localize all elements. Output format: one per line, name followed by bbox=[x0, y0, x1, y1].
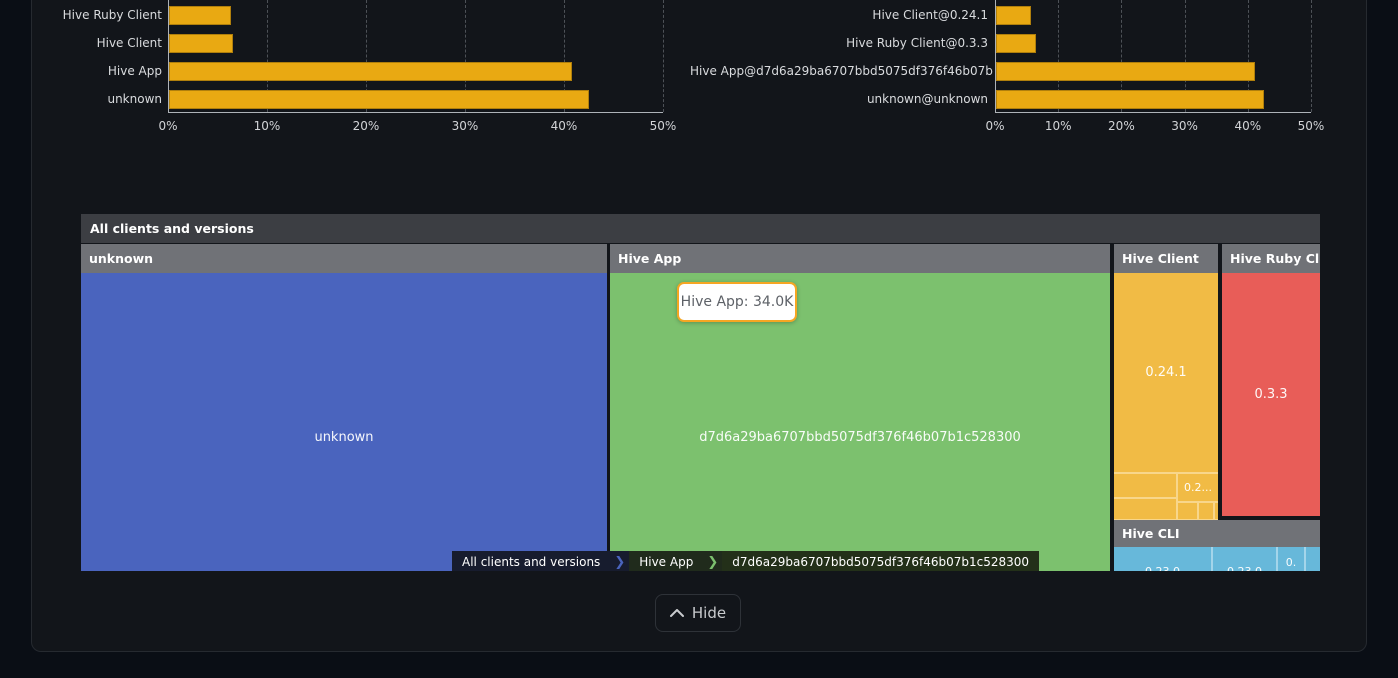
client-versions-bar-chart: 0% 10% 20% 30% 40% 50% Hive Client@0.24.1 Hive … bbox=[690, 0, 1335, 140]
treemap-box-0-23-0[interactable]: 0.23.0 bbox=[1114, 547, 1211, 571]
treemap-root-header[interactable]: All clients and versions bbox=[81, 214, 1320, 243]
x-tick-label: 20% bbox=[352, 119, 380, 133]
x-gridline bbox=[663, 0, 664, 112]
breadcrumb-item[interactable]: All clients and versions bbox=[452, 551, 611, 571]
x-tick-label: 0% bbox=[158, 119, 178, 133]
x-gridline bbox=[1311, 0, 1312, 112]
x-gridline bbox=[1121, 0, 1123, 112]
x-axis-line bbox=[168, 112, 663, 113]
treemap-section-header-hive-cli[interactable]: Hive CLI bbox=[1114, 520, 1320, 547]
treemap-box[interactable] bbox=[1199, 503, 1213, 519]
x-tick-label: 50% bbox=[649, 119, 677, 133]
x-tick-label: 50% bbox=[1297, 119, 1325, 133]
chevron-up-icon bbox=[669, 609, 684, 617]
bar-hive-ruby-client-0-3-3[interactable] bbox=[996, 33, 1036, 53]
treemap-box-0-23-0[interactable]: 0.23.0 bbox=[1213, 547, 1276, 571]
breadcrumb-item[interactable]: Hive App bbox=[629, 551, 704, 571]
tooltip-text: Hive App: 34.0K bbox=[680, 294, 794, 310]
treemap-box-unknown[interactable]: unknown bbox=[81, 273, 607, 571]
y-axis-line bbox=[995, 0, 996, 112]
x-gridline bbox=[564, 0, 565, 112]
bar-unknown-unknown[interactable] bbox=[996, 89, 1264, 109]
x-tick-label: 20% bbox=[1108, 119, 1135, 133]
x-tick-label: 30% bbox=[1171, 119, 1198, 133]
bar-hive-ruby-client[interactable] bbox=[169, 5, 231, 25]
category-label: Hive Client@0.24.1 bbox=[872, 8, 988, 22]
x-tick-label: 10% bbox=[1044, 119, 1072, 133]
x-tick-label: 30% bbox=[451, 119, 479, 133]
bar-hive-app-d7d6a29ba6707bbd5075df376f46b07b[interactable] bbox=[996, 61, 1255, 81]
x-gridline bbox=[366, 0, 367, 112]
treemap-box[interactable] bbox=[1178, 503, 1197, 519]
category-label: Hive Ruby Client bbox=[62, 8, 162, 22]
treemap-box[interactable] bbox=[1306, 547, 1320, 571]
y-axis-line bbox=[168, 0, 169, 112]
bar-hive-client-0-24-1[interactable] bbox=[996, 5, 1031, 25]
treemap-breadcrumb: All clients and versions ❯ Hive App ❯ d7d6a2… bbox=[452, 551, 1040, 571]
hide-button[interactable]: Hide bbox=[655, 594, 741, 632]
treemap-box[interactable] bbox=[1114, 474, 1176, 497]
breadcrumb-item[interactable]: d7d6a29ba6707bbd5075df376f46b07b1c528300 bbox=[722, 551, 1040, 571]
treemap-box-0-2-[interactable]: 0.2... bbox=[1178, 474, 1218, 501]
breadcrumb-chevron-icon: ❯ bbox=[703, 551, 723, 571]
treemap-box-0-24-1[interactable]: 0.24.1 bbox=[1114, 273, 1218, 472]
x-gridline bbox=[1058, 0, 1060, 112]
treemap-section-header-hive-ruby-cl-[interactable]: Hive Ruby Cl... bbox=[1222, 244, 1320, 273]
treemap-section-header-hive-app[interactable]: Hive App bbox=[610, 244, 1110, 273]
treemap-section-header-unknown[interactable]: unknown bbox=[81, 244, 607, 273]
treemap-box[interactable] bbox=[1215, 503, 1218, 519]
bar-hive-app[interactable] bbox=[169, 61, 572, 81]
bar-hive-client[interactable] bbox=[169, 33, 233, 53]
x-axis-line bbox=[995, 112, 1311, 113]
x-tick-label: 40% bbox=[550, 119, 578, 133]
breadcrumb-chevron-icon: ❯ bbox=[610, 551, 630, 571]
category-label: Hive App@d7d6a29ba6707bbd5075df376f46b07… bbox=[690, 64, 993, 78]
treemap-box-0-3-3[interactable]: 0.3.3 bbox=[1222, 273, 1320, 516]
treemap-box-0-[interactable]: 0. bbox=[1278, 547, 1304, 571]
x-gridline bbox=[1247, 0, 1249, 112]
x-gridline bbox=[1184, 0, 1186, 112]
category-label: unknown bbox=[107, 92, 162, 106]
treemap-section-header-hive-client[interactable]: Hive Client bbox=[1114, 244, 1218, 273]
x-tick-label: 0% bbox=[985, 119, 1005, 133]
x-gridline bbox=[465, 0, 466, 112]
treemap-box[interactable] bbox=[1114, 499, 1176, 519]
category-label: Hive App bbox=[107, 64, 162, 78]
hide-button-label: Hide bbox=[691, 604, 727, 622]
treemap-box-d7d6a29ba6707bbd5075df376f46b07b1c528300[interactable]: d7d6a29ba6707bbd5075df376f46b07b1c528300 bbox=[610, 273, 1110, 571]
bar-unknown[interactable] bbox=[169, 89, 589, 109]
treemap-tooltip: Hive App: 34.0K bbox=[677, 282, 797, 322]
x-tick-label: 10% bbox=[253, 119, 281, 133]
clients-bar-chart: 0% 10% 20% 30% 40% 50% Hive Ruby Client Hive Cl… bbox=[36, 0, 681, 140]
x-tick-label: 40% bbox=[1234, 119, 1262, 133]
category-label: Hive Client bbox=[96, 36, 162, 50]
clients-treemap: All clients and versions unknown d7d6a29b… bbox=[81, 214, 1320, 571]
category-label: unknown@unknown bbox=[866, 92, 988, 106]
category-label: Hive Ruby Client@0.3.3 bbox=[846, 36, 988, 50]
x-gridline bbox=[267, 0, 268, 112]
